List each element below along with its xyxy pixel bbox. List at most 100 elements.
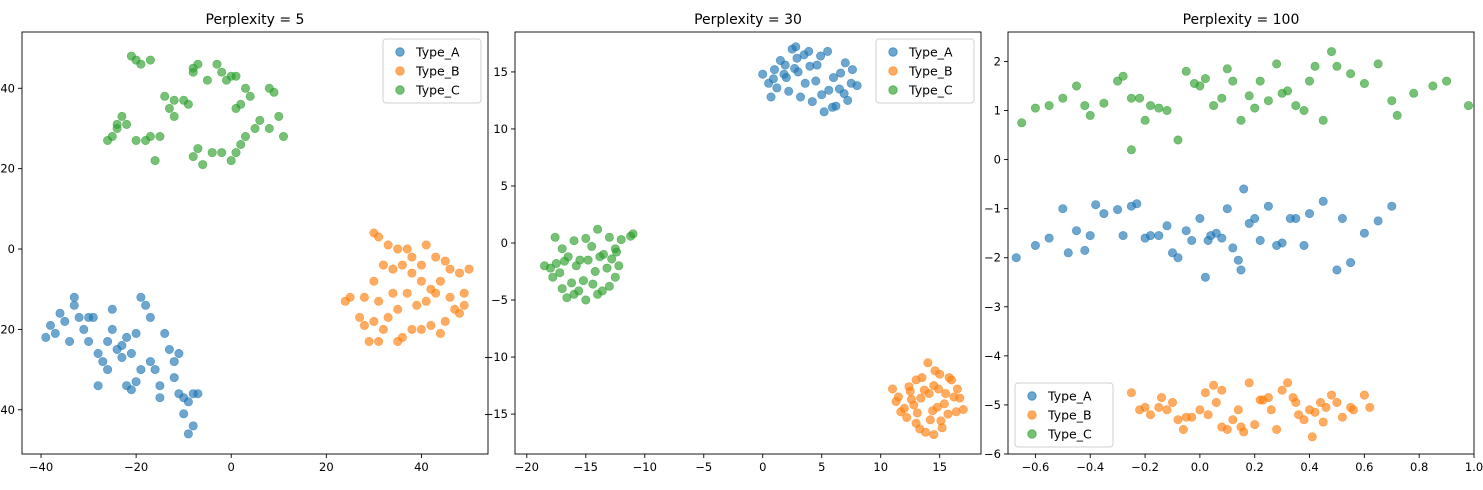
point-type-a (179, 409, 189, 419)
point-type-b (951, 407, 961, 417)
point-type-c (604, 232, 614, 242)
point-type-c (198, 160, 208, 170)
point-type-c (103, 136, 113, 146)
point-type-a (103, 336, 113, 346)
x-tick-label: 1.0 (1465, 460, 1483, 474)
y-tick-label: 40 (0, 81, 15, 95)
y-tick-label: 0 (994, 153, 1001, 167)
point-type-a (84, 336, 94, 346)
point-type-c (1200, 74, 1210, 84)
series-type-a (758, 42, 862, 117)
point-type-b (407, 268, 417, 278)
subplot-perplexity-5: Perplexity = 5 −40 −20 0 20 40 −40 −20 0 20 40 Type… (0, 12, 489, 474)
point-type-b (1294, 410, 1304, 420)
series-type-b (340, 228, 474, 346)
point-type-b (1217, 422, 1227, 432)
y-tick-label: −15 (484, 407, 508, 421)
point-type-b (397, 260, 407, 270)
legend-label-type-b: Type_B (1047, 408, 1092, 423)
legend-marker-type-b (1027, 410, 1037, 420)
point-type-b (923, 358, 933, 368)
point-type-b (929, 430, 939, 440)
point-type-c (1209, 101, 1219, 111)
point-type-a (1387, 201, 1397, 211)
point-type-a (1030, 241, 1040, 251)
point-type-a (1058, 204, 1068, 214)
point-type-a (155, 393, 165, 403)
point-type-a (824, 85, 834, 95)
point-type-a (769, 65, 779, 75)
point-type-b (393, 336, 403, 346)
legend-marker-type-c (395, 85, 405, 95)
point-type-c (250, 124, 260, 134)
x-tick-label: 0 (228, 460, 235, 474)
point-type-a (839, 89, 849, 99)
point-type-c (562, 293, 572, 303)
point-type-a (188, 421, 198, 431)
point-type-c (222, 75, 232, 85)
point-type-c (1387, 96, 1397, 106)
point-type-b (1146, 410, 1156, 420)
point-type-a (1305, 209, 1315, 219)
point-type-a (55, 308, 65, 318)
point-type-c (1222, 64, 1232, 74)
point-type-c (1044, 101, 1054, 111)
point-type-c (136, 59, 146, 69)
point-type-a (50, 328, 60, 338)
point-type-c (217, 148, 227, 158)
point-type-c (1017, 118, 1027, 128)
point-type-a (169, 357, 179, 367)
point-type-b (1233, 405, 1243, 415)
point-type-b (1181, 412, 1191, 422)
legend-box (1014, 382, 1114, 448)
point-type-a (1200, 272, 1210, 282)
point-type-c (131, 136, 141, 146)
legend-label-type-a: Type_A (1047, 389, 1092, 404)
point-type-b (1348, 405, 1358, 415)
point-type-a (145, 312, 155, 322)
point-type-b (939, 399, 949, 409)
point-type-c (574, 286, 584, 296)
point-type-a (88, 312, 98, 322)
point-type-a (131, 328, 141, 338)
point-type-a (1099, 209, 1109, 219)
point-type-c (117, 111, 127, 121)
point-type-c (1310, 61, 1320, 71)
point-type-b (445, 264, 455, 274)
point-type-c (1085, 110, 1095, 120)
point-type-b (388, 264, 398, 274)
point-type-a (164, 344, 174, 354)
point-type-a (93, 348, 103, 358)
legend-marker-type-b (395, 66, 405, 76)
axes-frame (1007, 31, 1475, 455)
legend-marker-type-a (395, 47, 405, 57)
point-type-c (607, 254, 617, 264)
point-type-c (1080, 101, 1090, 111)
point-type-a (1203, 236, 1213, 246)
point-type-c (1327, 47, 1337, 57)
point-type-c (595, 252, 605, 262)
point-type-a (1181, 226, 1191, 236)
point-type-c (1244, 91, 1254, 101)
point-type-b (355, 312, 365, 322)
point-type-b (1288, 393, 1298, 403)
point-type-a (103, 365, 113, 375)
point-type-a (1277, 238, 1287, 248)
legend-box (382, 38, 482, 104)
point-type-c (160, 91, 170, 101)
point-type-c (581, 295, 591, 305)
point-type-b (1195, 405, 1205, 415)
point-type-b (459, 300, 469, 310)
point-type-b (936, 416, 946, 426)
legend-marker-type-c (888, 85, 898, 95)
point-type-b (421, 240, 431, 250)
x-tick-label: 0.4 (1300, 460, 1318, 474)
point-type-a (1373, 216, 1383, 226)
point-type-a (41, 332, 51, 342)
point-type-c (1428, 81, 1438, 91)
point-type-a (800, 78, 810, 88)
y-tick-label: 1 (994, 104, 1001, 118)
point-type-a (780, 60, 790, 70)
y-tick-label: −3 (984, 300, 1001, 314)
point-type-c (597, 286, 607, 296)
